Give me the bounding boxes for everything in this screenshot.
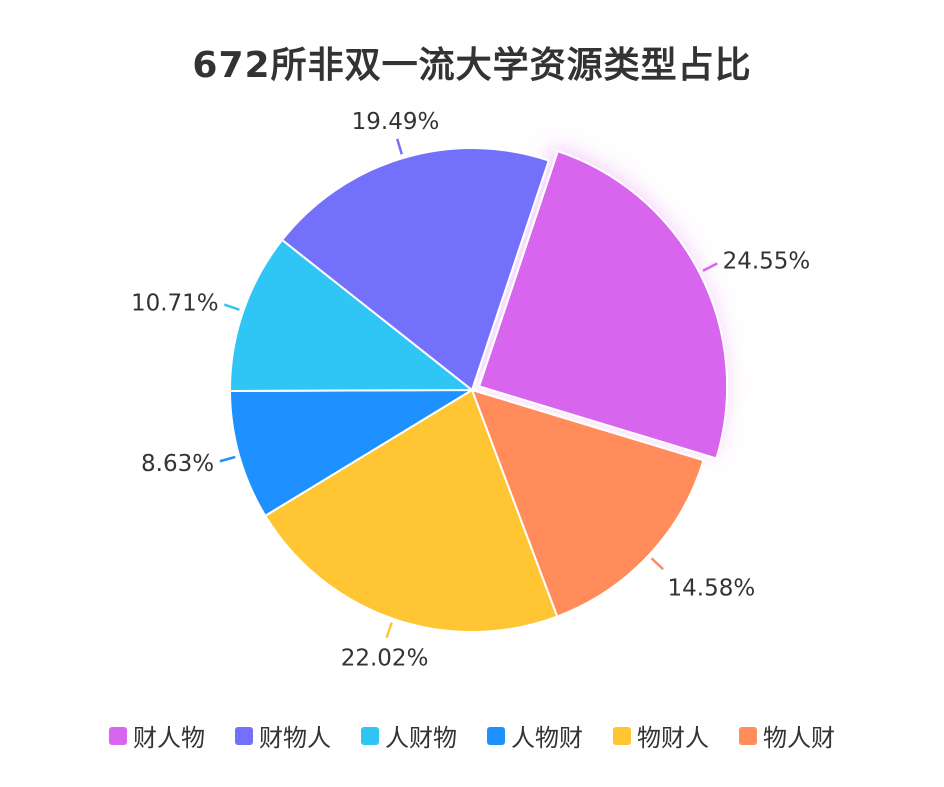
- legend-label: 物人财: [763, 724, 835, 752]
- legend: 财人物 财物人 人财物 人物财 物财人 物人财: [0, 718, 944, 753]
- label-leader-line: [219, 455, 236, 463]
- legend-item[interactable]: 物财人: [613, 718, 709, 753]
- pie-slice[interactable]: [281, 147, 550, 391]
- pie-slice[interactable]: [229, 238, 473, 393]
- legend-swatch: [487, 726, 505, 745]
- legend-item[interactable]: 财物人: [235, 718, 331, 753]
- slice-value-label: 10.71%: [131, 291, 219, 317]
- legend-swatch: [361, 726, 379, 745]
- slice-value-label: 19.49%: [352, 109, 440, 135]
- slice-value-label: 8.63%: [141, 451, 214, 477]
- pie-slice[interactable]: [264, 389, 559, 633]
- legend-swatch: [109, 726, 127, 745]
- slice-value-label: 14.58%: [668, 575, 756, 601]
- legend-item[interactable]: 财人物: [109, 718, 205, 753]
- legend-label: 物财人: [637, 724, 709, 752]
- legend-item[interactable]: 人物财: [487, 718, 583, 753]
- legend-item[interactable]: 人财物: [361, 718, 457, 753]
- label-leader-line: [650, 557, 665, 571]
- slice-value-label: 24.55%: [723, 249, 811, 275]
- legend-label: 财人物: [133, 724, 205, 752]
- label-leader-line: [395, 138, 403, 155]
- legend-item[interactable]: 物人财: [739, 718, 835, 753]
- label-leader-line: [702, 262, 718, 272]
- label-leader-line: [223, 303, 240, 311]
- legend-label: 人物财: [511, 724, 583, 752]
- pie-slice[interactable]: [229, 389, 473, 517]
- legend-swatch: [739, 726, 757, 745]
- legend-label: 财物人: [259, 724, 331, 752]
- legend-swatch: [235, 726, 253, 745]
- pie-slice[interactable]: [478, 150, 729, 460]
- legend-swatch: [613, 726, 631, 745]
- chart-title: 672所非双一流大学资源类型占比: [192, 45, 752, 86]
- legend-label: 人财物: [385, 724, 457, 752]
- pie-slice[interactable]: [471, 389, 705, 618]
- slice-value-label: 22.02%: [341, 645, 429, 671]
- label-leader-line: [385, 622, 393, 639]
